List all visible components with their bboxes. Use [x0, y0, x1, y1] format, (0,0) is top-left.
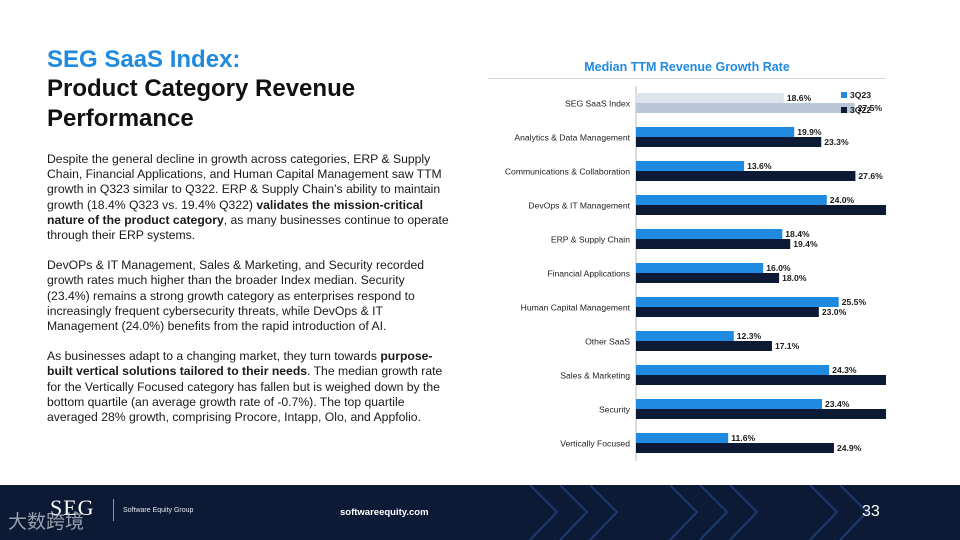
data-label: 16.0% — [766, 263, 791, 273]
bar-chart: SEG SaaS Index 18.6% 27.5% Analytics & Data… — [505, 86, 886, 461]
title-line-2: Product Category Revenue — [47, 75, 356, 102]
data-label: 23.4% — [825, 399, 850, 409]
data-label: 12.3% — [737, 331, 762, 341]
bar-3q23 — [636, 229, 783, 239]
category-label: Sales & Marketing — [560, 371, 630, 381]
category-label: Human Capital Management — [521, 303, 631, 313]
bar-3q23 — [636, 399, 823, 409]
p3-bold: purpose-built vertical solutions tailore… — [47, 349, 433, 379]
legend-label: 3Q22 — [850, 105, 871, 115]
data-label: 24.3% — [832, 365, 857, 375]
data-label: 17.1% — [775, 341, 800, 351]
data-label: 18.6% — [787, 93, 812, 103]
data-label: 11.6% — [731, 433, 755, 443]
seg-logo: SEG — [50, 495, 95, 520]
p3-text-a: As businesses adapt to a changing market… — [47, 349, 381, 364]
category-label: Communications & Collaboration — [505, 167, 630, 177]
website-link[interactable]: softwareequity.com — [340, 507, 429, 518]
bar-3q22 — [636, 239, 791, 249]
bar-3q23 — [636, 93, 784, 103]
p3-text-c: . The median growth rate for the Vertica… — [47, 364, 443, 425]
data-label: 24.9% — [837, 443, 862, 453]
legend-label: 3Q23 — [850, 90, 871, 100]
data-label: 27.6% — [858, 171, 883, 181]
slide-title: SEG SaaS Index: Product Category Revenue… — [47, 46, 467, 134]
bar-3q22 — [636, 341, 772, 351]
bar-3q22 — [636, 137, 822, 147]
title-line-1: SEG SaaS Index: — [47, 46, 241, 73]
p1-text-c: , as many businesses continue to operate… — [47, 212, 449, 243]
chart-title: Median TTM Revenue Growth Rate — [584, 60, 790, 74]
p1-bold: validates the mission-critical nature of… — [47, 197, 423, 227]
data-label: 19.9% — [797, 127, 822, 137]
data-label: 23.3% — [824, 137, 849, 147]
page-number: 33 — [862, 503, 880, 520]
paragraph-2: DevOPs & IT Management, Sales & Marketin… — [47, 258, 425, 334]
data-label: 27.5% — [858, 103, 883, 113]
p1-text-a: Despite the general decline in growth ac… — [47, 152, 442, 212]
bar-3q23 — [636, 331, 734, 341]
bar-3q22 — [636, 205, 886, 215]
footer: SEG Software Equity Group softwareequity… — [0, 485, 960, 540]
paragraph-3: As businesses adapt to a changing market… — [47, 349, 449, 425]
bar-3q22 — [636, 273, 780, 283]
category-label: DevOps & IT Management — [528, 201, 630, 211]
logo-divider — [113, 499, 114, 521]
data-label: 25.5% — [842, 297, 867, 307]
chart-title-rule — [488, 78, 886, 79]
bar-3q23 — [636, 161, 745, 171]
title-line-3: Performance — [47, 105, 194, 132]
data-label: 24.0% — [830, 195, 855, 205]
bar-3q23 — [636, 195, 827, 205]
bar-3q22 — [636, 409, 886, 419]
category-label: ERP & Supply Chain — [551, 235, 630, 245]
category-label: Other SaaS — [585, 337, 630, 347]
legend-swatch-3q22 — [841, 107, 847, 113]
bar-3q23 — [636, 263, 764, 273]
category-label: SEG SaaS Index — [565, 99, 631, 109]
data-label: 19.4% — [793, 239, 818, 249]
body-text: Despite the general decline in growth ac… — [47, 152, 449, 440]
data-label: 13.6% — [747, 161, 772, 171]
bar-3q23 — [636, 433, 729, 443]
bar-3q23 — [636, 127, 795, 137]
bar-3q22 — [636, 375, 886, 385]
category-label: Analytics & Data Management — [514, 133, 630, 143]
bar-3q23 — [636, 297, 839, 307]
data-label: 18.0% — [782, 273, 807, 283]
bar-3q22 — [636, 307, 819, 317]
category-label: Financial Applications — [547, 269, 630, 279]
chevron-pattern-icon — [529, 485, 869, 540]
bar-3q22 — [636, 443, 834, 453]
bar-3q22 — [636, 171, 856, 181]
category-label: Vertically Focused — [560, 439, 630, 449]
data-label: 18.4% — [785, 229, 810, 239]
watermark: 大数跨境 — [8, 512, 85, 533]
bar-3q22 — [636, 103, 855, 113]
paragraph-1: Despite the general decline in growth ac… — [47, 152, 449, 243]
legend-swatch-3q23 — [841, 92, 847, 98]
category-label: Security — [599, 405, 631, 415]
bar-3q23 — [636, 365, 830, 375]
data-label: 23.0% — [822, 307, 847, 317]
company-name: Software Equity Group — [123, 507, 194, 514]
